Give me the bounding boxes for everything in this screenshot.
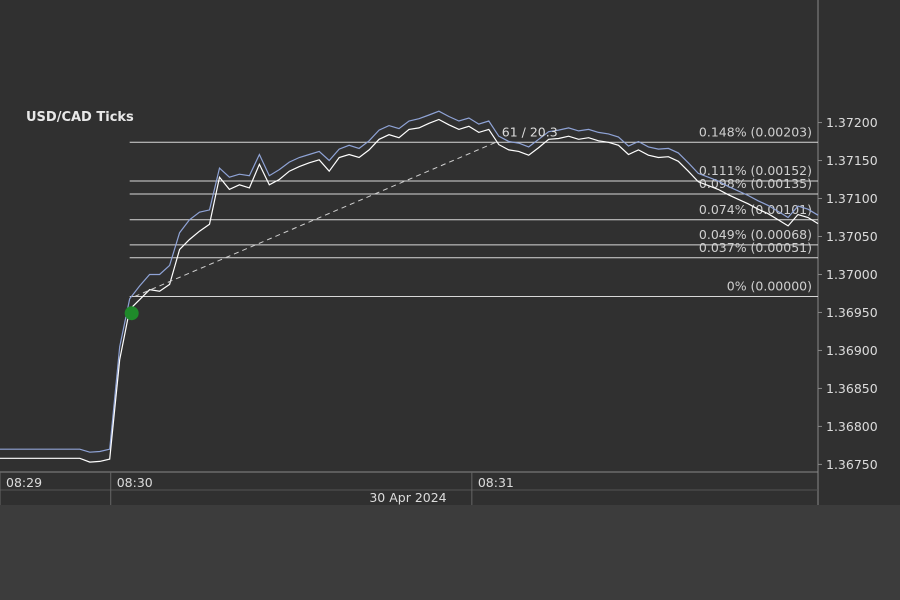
y-tick-label: 1.36850 bbox=[826, 381, 878, 396]
y-tick-label: 1.36800 bbox=[826, 419, 878, 434]
chart-title: USD/CAD Ticks bbox=[26, 110, 134, 125]
y-tick-label: 1.36900 bbox=[826, 343, 878, 358]
y-tick-label: 1.36750 bbox=[826, 457, 878, 472]
y-tick-label: 1.37050 bbox=[826, 229, 878, 244]
fib-label: 0.098% (0.00135) bbox=[699, 176, 812, 191]
fib-label: 0.111% (0.00152) bbox=[699, 163, 812, 178]
x-tick-label: 08:30 bbox=[117, 475, 153, 490]
trend-label: 61 / 20.3 bbox=[502, 124, 558, 139]
fib-label: 0.148% (0.00203) bbox=[699, 124, 812, 139]
trend-line bbox=[134, 141, 496, 297]
price-line bbox=[0, 110, 819, 453]
marker bbox=[124, 306, 139, 321]
fib-label: 0.037% (0.00051) bbox=[699, 240, 812, 255]
y-tick-label: 1.37150 bbox=[826, 153, 878, 168]
fib-label: 0.074% (0.00101) bbox=[699, 202, 812, 217]
y-tick-label: 1.37200 bbox=[826, 115, 878, 130]
y-tick-label: 1.37000 bbox=[826, 267, 878, 282]
y-tick-label: 1.36950 bbox=[826, 305, 878, 320]
y-tick-label: 1.37100 bbox=[826, 191, 878, 206]
x-tick-label: 08:29 bbox=[6, 475, 42, 490]
fib-label: 0.049% (0.00068) bbox=[699, 227, 812, 242]
price-line bbox=[0, 118, 819, 463]
date-label: 30 Apr 2024 bbox=[369, 490, 446, 505]
x-tick-label: 08:31 bbox=[478, 475, 514, 490]
fib-label: 0% (0.00000) bbox=[727, 279, 812, 294]
footer-area bbox=[0, 505, 900, 600]
